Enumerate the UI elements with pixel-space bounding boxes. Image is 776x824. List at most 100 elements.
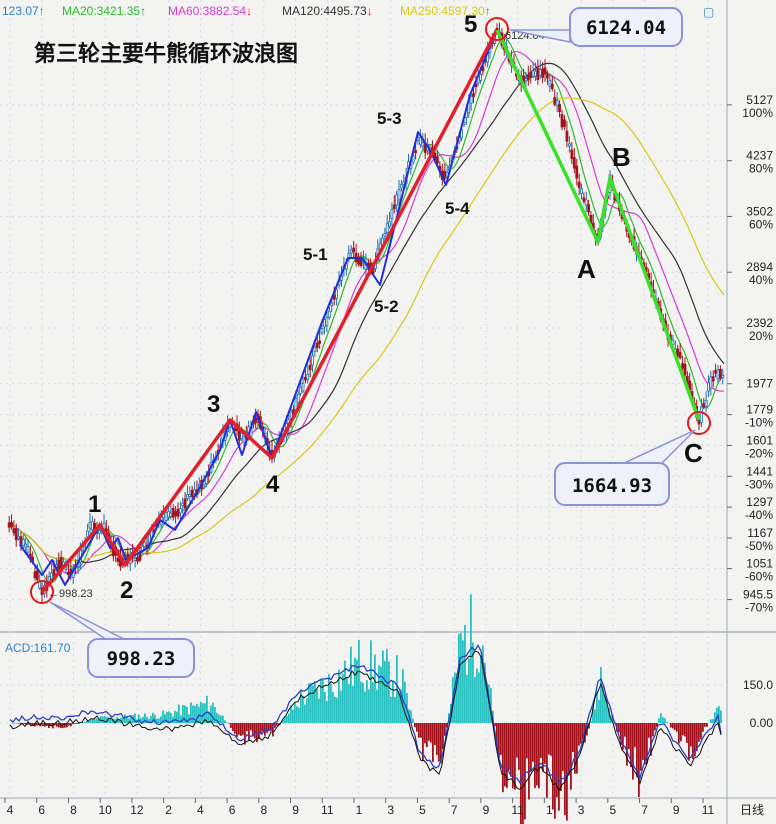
- acd-bar: [580, 723, 582, 744]
- candle-body: [97, 530, 101, 534]
- acd-bar: [208, 711, 210, 723]
- x-tick-14: 7: [451, 803, 458, 817]
- y-tick-pct-2: 60%: [749, 217, 773, 231]
- ma-line-MA60: [7, 51, 725, 575]
- acd-bar: [328, 674, 330, 723]
- callout-low-start: 998.23: [49, 601, 195, 678]
- candle-body: [88, 521, 92, 529]
- ma-legend-item-3: MA120:4495.73↓: [282, 4, 373, 18]
- candle-body: [24, 543, 28, 548]
- acd-bar: [110, 716, 112, 723]
- x-tick-10: 11: [321, 803, 334, 817]
- candle-body: [311, 355, 314, 366]
- acd-bar: [666, 721, 668, 723]
- acd-bar: [318, 698, 320, 723]
- acd-bar: [292, 709, 294, 723]
- acd-bar: [458, 633, 460, 723]
- acd-bar: [378, 665, 380, 723]
- x-tick-8: 8: [260, 803, 267, 817]
- candle-body: [313, 346, 317, 352]
- candle-body: [397, 188, 401, 201]
- grid: [0, 0, 727, 798]
- acd-bar: [498, 723, 500, 759]
- acd-bar: [216, 712, 218, 723]
- acd-bar: [510, 723, 512, 777]
- acd-bar: [256, 723, 258, 743]
- acd-bar: [282, 719, 284, 723]
- acd-bar: [188, 714, 190, 723]
- acd-bar: [24, 723, 26, 725]
- acd-bar: [536, 723, 538, 786]
- candle-body: [534, 70, 537, 77]
- acd-bar: [652, 723, 654, 737]
- acd-bar: [648, 723, 650, 738]
- y-tick-price-1: 4237: [746, 149, 773, 163]
- acd-bar: [392, 680, 394, 723]
- acd-bar: [596, 690, 598, 723]
- candle-body: [59, 556, 63, 568]
- acd-bar: [260, 723, 262, 734]
- acd-bar: [594, 709, 596, 723]
- y-tick-price-12: 945.5: [743, 588, 773, 602]
- candle-body: [469, 95, 473, 104]
- acd-bar: [372, 682, 374, 723]
- acd-bar: [302, 696, 304, 723]
- acd-bar: [30, 723, 32, 726]
- acd-bar: [346, 676, 348, 723]
- acd-bar: [522, 723, 524, 824]
- acd-bar: [350, 646, 352, 723]
- acd-bar: [628, 723, 630, 750]
- candle-body: [57, 559, 61, 569]
- acd-bar: [192, 705, 194, 723]
- x-tick-5: 2: [165, 803, 172, 817]
- candle-body: [435, 156, 439, 164]
- acd-bar: [546, 723, 548, 798]
- acd-bar: [258, 723, 260, 740]
- x-tick-15: 9: [483, 803, 490, 817]
- acd-bar: [512, 723, 514, 789]
- y-tick-price-3: 2894: [746, 260, 773, 274]
- wave-labels: 1 2 3 4 5 5-1 5-2 5-3 5-4 A B C: [88, 11, 703, 604]
- acd-bar: [330, 683, 332, 723]
- candle-body: [178, 508, 182, 514]
- acd-bar: [446, 723, 448, 728]
- candle-body: [565, 130, 569, 142]
- candle-body: [709, 376, 713, 389]
- y-tick-price-0: 5127: [746, 93, 773, 107]
- acd-bar: [566, 723, 568, 821]
- acd-bar: [102, 716, 104, 723]
- acd-bar: [220, 715, 222, 723]
- acd-bar: [388, 661, 390, 723]
- acd-bar: [106, 716, 108, 723]
- acd-bar: [262, 723, 264, 732]
- acd-bar: [646, 723, 648, 765]
- candle-body: [143, 541, 147, 548]
- acd-bar: [86, 720, 88, 723]
- acd-bar: [526, 723, 528, 759]
- acd-bar: [182, 704, 184, 723]
- acd-bar: [402, 669, 404, 723]
- acd-bar: [32, 723, 34, 726]
- acd-bar: [114, 718, 116, 723]
- acd-bar: [252, 723, 254, 736]
- candle-body: [359, 257, 363, 267]
- candle-body: [352, 247, 356, 253]
- candle-body: [12, 528, 16, 534]
- svg-text:998.23: 998.23: [107, 648, 176, 670]
- candle-body: [186, 494, 189, 499]
- window-icon[interactable]: ▢: [703, 5, 714, 19]
- acd-bar: [370, 640, 372, 723]
- acd-bar: [194, 705, 196, 723]
- candle-body: [254, 417, 258, 424]
- acd-bar: [704, 723, 706, 727]
- acd-bar: [228, 723, 230, 724]
- acd-bar: [234, 723, 236, 734]
- x-tick-13: 5: [419, 803, 426, 817]
- acd-bar: [656, 723, 658, 727]
- acd-bar: [332, 691, 334, 723]
- candle-body: [582, 197, 586, 202]
- y-tick-pct-10: -50%: [745, 539, 773, 553]
- candle-body: [548, 79, 552, 87]
- candle-body: [683, 363, 687, 376]
- acd-bar: [514, 723, 516, 790]
